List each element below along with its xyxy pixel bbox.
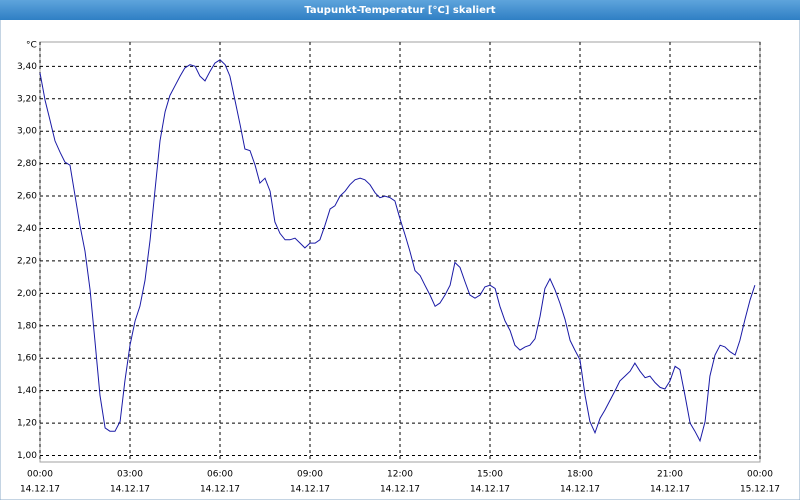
- x-tick-date: 14.12.17: [200, 485, 240, 495]
- x-tick-date: 14.12.17: [560, 485, 600, 495]
- x-tick-label: 00:00: [747, 470, 773, 480]
- y-tick-label: 1,60: [17, 354, 37, 364]
- x-tick-label: 21:00: [657, 470, 683, 480]
- y-tick-label: 2,40: [17, 224, 37, 234]
- x-tick-date: 14.12.17: [470, 485, 510, 495]
- x-tick-label: 06:00: [207, 470, 233, 480]
- x-tick-label: 09:00: [297, 470, 323, 480]
- x-tick-label: 12:00: [387, 470, 413, 480]
- x-tick-date: 14.12.17: [650, 485, 690, 495]
- y-tick-label: 1,40: [17, 386, 37, 396]
- x-tick-label: 18:00: [567, 470, 593, 480]
- x-tick-date: 15.12.17: [740, 485, 780, 495]
- x-tick-label: 03:00: [117, 470, 143, 480]
- y-tick-label: 3,40: [17, 62, 37, 72]
- y-tick-label: 2,20: [17, 256, 37, 266]
- data-line: [39, 59, 756, 443]
- x-tick-date: 14.12.17: [290, 485, 330, 495]
- x-tick-date: 14.12.17: [110, 485, 150, 495]
- y-tick-label: 2,80: [17, 159, 37, 169]
- x-tick-date: 14.12.17: [20, 485, 60, 495]
- y-tick-label: 3,20: [17, 94, 37, 104]
- y-tick-label: 2,60: [17, 192, 37, 202]
- y-tick-label: 1,00: [17, 451, 37, 461]
- y-tick-label: 1,20: [17, 419, 37, 429]
- x-tick-date: 14.12.17: [380, 485, 420, 495]
- y-tick-label: 1,80: [17, 321, 37, 331]
- x-tick-label: 15:00: [477, 470, 503, 480]
- chart-title: Taupunkt-Temperatur [°C] skaliert: [304, 5, 495, 16]
- y-tick-label: 3,00: [17, 127, 37, 137]
- x-tick-label: 00:00: [27, 470, 53, 480]
- y-unit: °C: [26, 41, 37, 51]
- y-tick-label: 2,00: [17, 289, 37, 299]
- title-bar: [0, 0, 800, 20]
